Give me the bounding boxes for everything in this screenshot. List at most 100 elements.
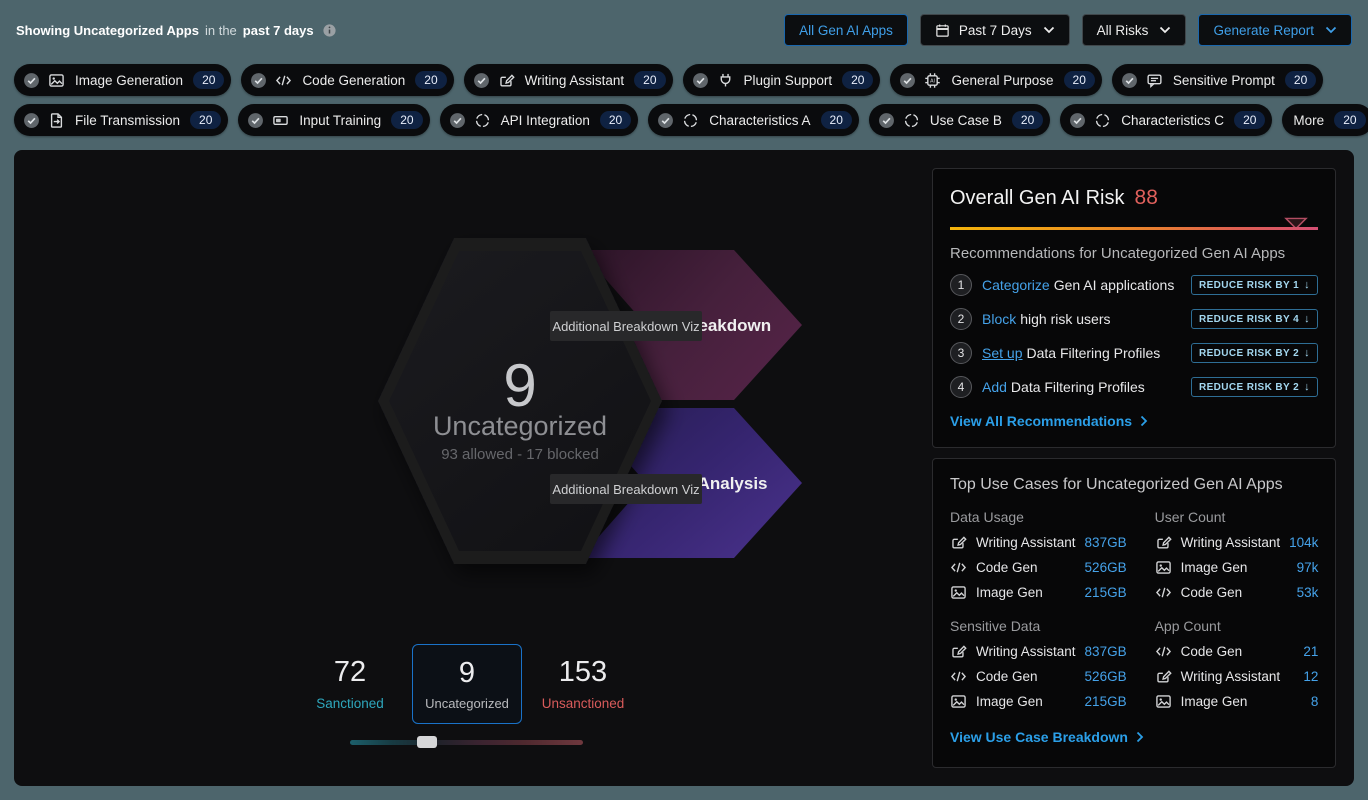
overall-risk-card: Overall Gen AI Risk 88 Recommendations f…	[932, 168, 1336, 448]
recommendation-rest: Gen AI applications	[1053, 277, 1175, 293]
funnel-count: 9	[503, 352, 536, 419]
risk-filter-label: All Risks	[1096, 22, 1149, 38]
down-arrow-icon: ↓	[1304, 347, 1310, 359]
recommendation-action-link[interactable]: Set up	[982, 345, 1023, 361]
recommendation-action-link[interactable]: Block	[982, 311, 1017, 327]
filter-chip[interactable]: API Integration 20	[439, 104, 639, 136]
check-circle-icon	[449, 112, 466, 129]
filter-chip-label: Characteristics A	[709, 112, 811, 128]
image-icon	[1155, 693, 1172, 710]
input-icon	[272, 112, 289, 129]
use-case-group: User Count Writing Assistant 104k	[1155, 509, 1319, 605]
reduce-risk-badge[interactable]: REDUCE RISK BY 2 ↓	[1190, 343, 1318, 363]
funnel-sublabel: 93 allowed - 17 blocked	[441, 446, 599, 463]
filter-chip[interactable]: Input Training 20	[238, 104, 430, 136]
use-case-name: Writing Assistant	[976, 535, 1076, 550]
category-slider-handle[interactable]	[417, 736, 437, 748]
uncategorized-stat-selected[interactable]: 9 Uncategorized	[412, 644, 522, 724]
chat-icon	[1146, 72, 1163, 89]
use-case-name: Writing Assistant	[976, 644, 1076, 659]
status-suffix: past 7 days	[242, 22, 314, 38]
filter-chip[interactable]: Characteristics C 20	[1060, 104, 1273, 136]
image-icon	[950, 693, 967, 710]
filter-chip-count-badge: 20	[1011, 111, 1044, 129]
recommendation-text: Categorize Gen AI applications	[982, 277, 1181, 293]
recommendation-number: 2	[950, 308, 972, 330]
filter-chip[interactable]: Image Generation 20	[14, 64, 232, 96]
uncategorized-value: 9	[458, 657, 476, 689]
additional-breakdown-viz-box-2[interactable]: Additional Breakdown Viz	[550, 474, 702, 504]
filter-chip[interactable]: Code Generation 20	[241, 64, 454, 96]
sanctioned-stat[interactable]: 72 Sanctioned	[295, 656, 405, 711]
recommendation-rest: Data Filtering Profiles	[1026, 345, 1161, 361]
check-circle-icon	[1121, 72, 1138, 89]
code-icon	[950, 559, 967, 576]
check-circle-icon	[878, 112, 895, 129]
recommendation-row: 1 Categorize Gen AI applications REDUCE R…	[950, 274, 1318, 296]
check-circle-icon	[657, 112, 674, 129]
date-range-dropdown[interactable]: Past 7 Days	[919, 14, 1070, 46]
reduce-risk-badge[interactable]: REDUCE RISK BY 4 ↓	[1190, 309, 1318, 329]
recommendation-action-link[interactable]: Categorize	[982, 277, 1050, 293]
risk-meter-bar	[950, 227, 1318, 230]
filter-chip[interactable]: AI General Purpose 20	[890, 64, 1102, 96]
filter-chip[interactable]: Sensitive Prompt 20	[1111, 64, 1324, 96]
sanctioned-label: Sanctioned	[316, 696, 384, 711]
view-all-recommendations-label: View All Recommendations	[950, 413, 1133, 429]
unsanctioned-value: 153	[558, 656, 608, 688]
use-case-name: Writing Assistant	[1180, 669, 1281, 684]
risk-filter-dropdown[interactable]: All Risks	[1081, 14, 1187, 46]
filter-chip-count-badge: 20	[190, 111, 222, 129]
recommendation-text: Block high risk users	[982, 311, 1181, 327]
unsanctioned-stat[interactable]: 153 Unsanctioned	[528, 656, 638, 711]
use-cases-grid: Data Usage Writing Assistant 837GB	[950, 496, 1318, 714]
recommendation-action-link[interactable]: Add	[982, 379, 1007, 395]
use-cases-title: Top Use Cases for Uncategorized Gen AI A…	[950, 476, 1283, 493]
filter-chip-label: API Integration	[500, 112, 590, 128]
reduce-risk-badge[interactable]: REDUCE RISK BY 1 ↓	[1190, 275, 1318, 295]
filter-chip-count-badge: 20	[820, 111, 852, 129]
reduce-risk-badge[interactable]: REDUCE RISK BY 2 ↓	[1190, 377, 1318, 397]
filter-chip-label: More	[1293, 112, 1325, 128]
svg-text:AI: AI	[931, 78, 936, 84]
use-case-row: Code Gen 53k	[1155, 580, 1318, 605]
file-icon	[48, 112, 65, 129]
info-icon[interactable]	[322, 23, 337, 38]
writing-icon	[950, 534, 967, 551]
additional-breakdown-viz-box-1[interactable]: Additional Breakdown Viz	[550, 311, 702, 341]
use-case-value: 97k	[1296, 560, 1319, 575]
use-case-value: 837GB	[1084, 535, 1127, 550]
recommendation-text: Set up Data Filtering Profiles	[982, 345, 1181, 361]
down-arrow-icon: ↓	[1304, 279, 1310, 291]
sanctioned-value: 72	[333, 656, 367, 688]
use-case-row: Image Gen 215GB	[950, 689, 1127, 714]
filter-chip[interactable]: Characteristics A 20	[648, 104, 859, 136]
use-case-value: 215GB	[1084, 585, 1127, 600]
filter-chip-label: Image Generation	[75, 72, 184, 88]
use-case-row: Image Gen 8	[1155, 689, 1318, 714]
uncategorized-label: Uncategorized	[425, 696, 509, 711]
view-use-case-breakdown-link[interactable]: View Use Case Breakdown	[950, 729, 1144, 745]
filter-chip[interactable]: Writing Assistant 20	[463, 64, 673, 96]
chip-icon: AI	[924, 72, 941, 89]
view-all-recommendations-link[interactable]: View All Recommendations	[950, 413, 1148, 429]
all-gen-ai-apps-button[interactable]: All Gen AI Apps	[784, 14, 908, 46]
filter-chip-label: Input Training	[299, 112, 382, 128]
use-case-value: 215GB	[1084, 694, 1127, 709]
category-slider-track[interactable]	[350, 740, 583, 745]
recommendation-row: 2 Block high risk users REDUCE RISK BY 4 …	[950, 308, 1318, 330]
image-icon	[950, 584, 967, 601]
funnel-label: Uncategorized	[433, 411, 607, 441]
filter-chip[interactable]: Use Case B 20	[868, 104, 1051, 136]
topbar: Showing Uncategorized Apps in the past 7…	[0, 0, 1368, 46]
reduce-risk-badge-label: REDUCE RISK BY 2	[1198, 381, 1300, 393]
generate-report-button[interactable]: Generate Report	[1198, 14, 1352, 46]
use-case-name: Image Gen	[976, 694, 1043, 709]
filter-chip[interactable]: File Transmission 20	[14, 104, 229, 136]
filter-chip-count-badge: 20	[1234, 111, 1266, 129]
filter-chip[interactable]: More 20	[1282, 104, 1368, 136]
writing-icon	[498, 72, 515, 89]
dashboard-panel: 9 Uncategorized 93 allowed - 17 blocked …	[14, 150, 1354, 786]
use-case-group-header: App Count	[1154, 618, 1221, 634]
filter-chip[interactable]: Plugin Support 20	[682, 64, 881, 96]
